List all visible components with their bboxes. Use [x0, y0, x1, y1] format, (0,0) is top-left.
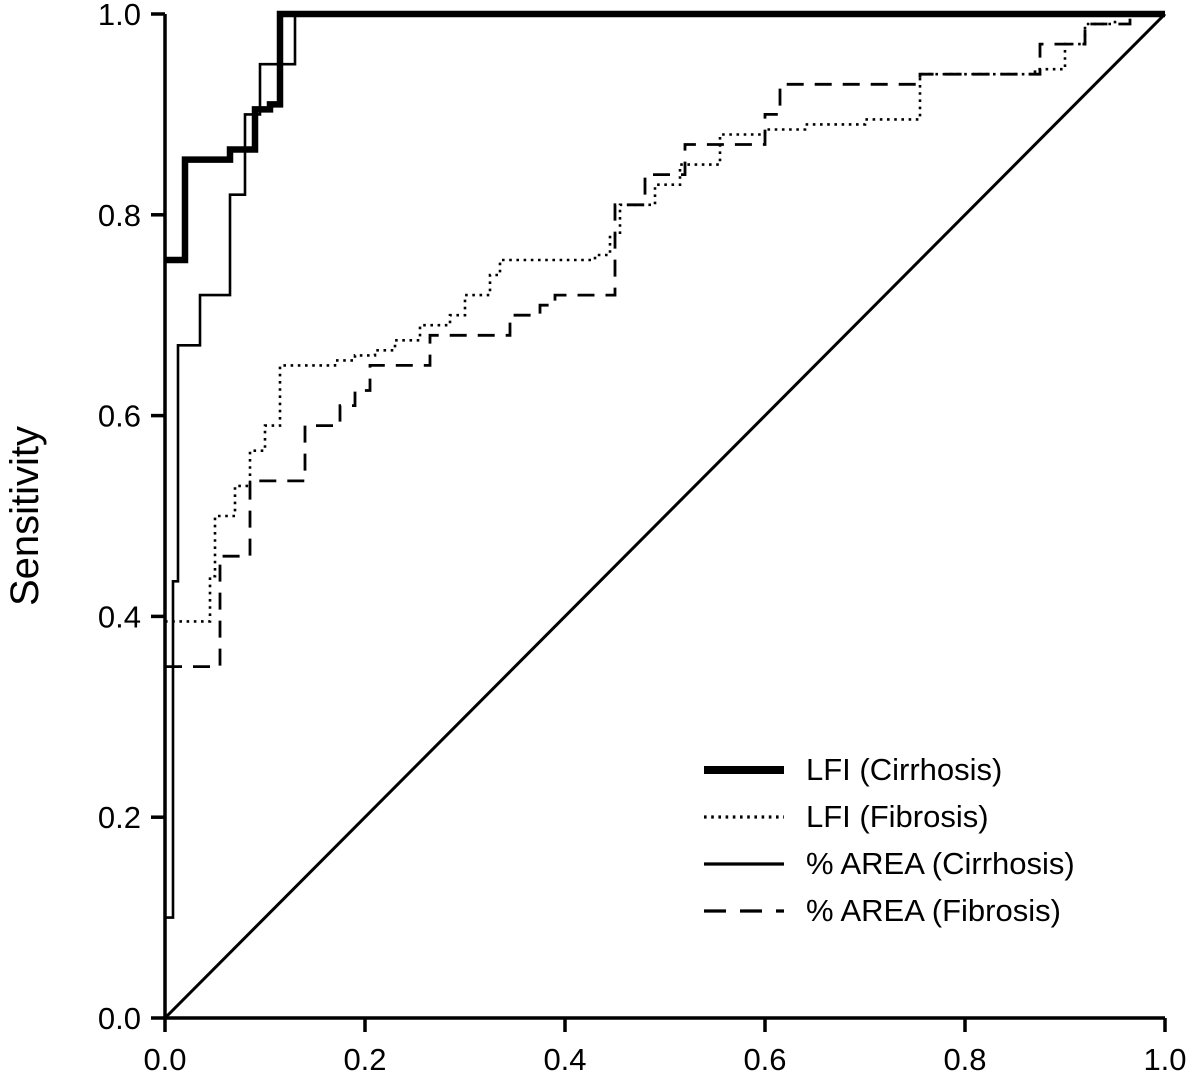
y-axis-title: Sensitivity [3, 426, 47, 606]
legend-label: LFI (Fibrosis) [806, 799, 989, 834]
legend-item-lfi-cirrhosis: LFI (Cirrhosis) [702, 746, 1075, 793]
series-curve-dashed [165, 12, 1165, 668]
x-tick-label: 0.2 [343, 1042, 386, 1077]
legend-label: LFI (Cirrhosis) [806, 752, 1003, 787]
y-tick-label: 0.4 [98, 599, 141, 634]
legend-label: % AREA (Cirrhosis) [806, 846, 1075, 881]
y-tick-label: 0.2 [98, 800, 141, 835]
x-tick-label: 0.0 [143, 1042, 186, 1077]
x-tick-label: 0.6 [743, 1042, 786, 1077]
legend-sample-thick-solid-line [704, 765, 784, 774]
y-tick-label: 0.0 [98, 1001, 141, 1036]
legend-item-area-cirrhosis: % AREA (Cirrhosis) [702, 840, 1075, 887]
series-curve-dotted [165, 12, 1165, 623]
legend: LFI (Cirrhosis) LFI (Fibrosis) % AREA (C… [702, 746, 1075, 934]
x-tick-label: 1.0 [1143, 1042, 1186, 1077]
legend-sample-dashed-line [704, 908, 784, 913]
x-tick-label: 0.4 [543, 1042, 586, 1077]
y-tick-label: 0.8 [98, 198, 141, 233]
legend-sample-dotted-line [704, 814, 784, 819]
legend-item-area-fibrosis: % AREA (Fibrosis) [702, 887, 1075, 934]
y-tick-label: 0.6 [98, 399, 141, 434]
legend-item-lfi-fibrosis: LFI (Fibrosis) [702, 793, 1075, 840]
legend-sample-thin-solid-line [704, 861, 784, 866]
x-tick-label: 0.8 [943, 1042, 986, 1077]
legend-label: % AREA (Fibrosis) [806, 893, 1061, 928]
series-curve-thick-solid [165, 10, 1165, 264]
reference-diagonal-line [163, 12, 1167, 1020]
y-tick-label: 1.0 [98, 0, 141, 32]
